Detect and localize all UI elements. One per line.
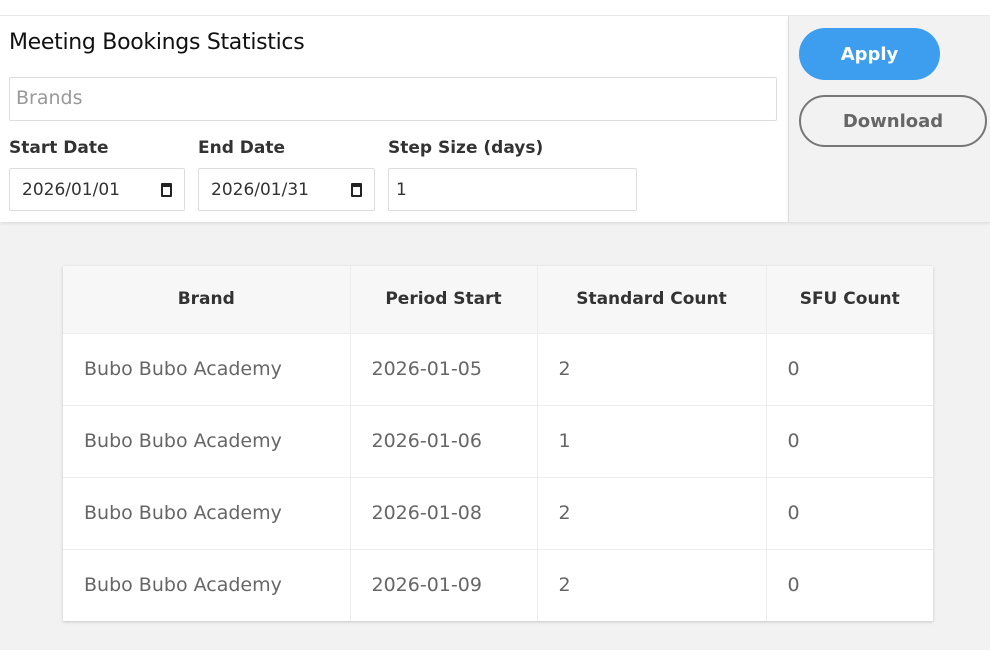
step-size-input[interactable]: 1	[388, 168, 637, 211]
brands-input[interactable]: Brands	[9, 77, 777, 121]
step-size-value: 1	[396, 179, 407, 200]
header-sfu-count: SFU Count	[766, 266, 933, 333]
cell-sfu-count: 0	[766, 404, 933, 477]
table-row: Bubo Bubo Academy 2026-01-08 2 0	[63, 476, 933, 549]
calendar-icon[interactable]	[161, 182, 172, 197]
step-size-label: Step Size (days)	[388, 138, 544, 158]
table-row: Bubo Bubo Academy 2026-01-06 1 0	[63, 404, 933, 477]
cell-standard-count: 2	[537, 476, 767, 549]
cell-brand: Bubo Bubo Academy	[63, 548, 351, 621]
cell-period-start: 2026-01-08	[350, 476, 538, 549]
table-row: Bubo Bubo Academy 2026-01-09 2 0	[63, 548, 933, 621]
cell-brand: Bubo Bubo Academy	[63, 476, 351, 549]
header-period-start: Period Start	[350, 266, 538, 333]
cell-brand: Bubo Bubo Academy	[63, 404, 351, 477]
end-date-value: 2026/01/31	[211, 179, 309, 200]
stats-table: Brand Period Start Standard Count SFU Co…	[63, 266, 933, 621]
end-date-label: End Date	[198, 138, 286, 158]
top-bar	[0, 0, 990, 16]
cell-period-start: 2026-01-05	[350, 332, 538, 405]
cell-period-start: 2026-01-09	[350, 548, 538, 621]
cell-standard-count: 2	[537, 332, 767, 405]
download-button[interactable]: Download	[799, 95, 987, 147]
page-title: Meeting Bookings Statistics	[9, 30, 305, 55]
cell-standard-count: 2	[537, 548, 767, 621]
start-date-value: 2026/01/01	[22, 179, 120, 200]
cell-brand: Bubo Bubo Academy	[63, 332, 351, 405]
cell-sfu-count: 0	[766, 548, 933, 621]
cell-standard-count: 1	[537, 404, 767, 477]
cell-sfu-count: 0	[766, 476, 933, 549]
header-brand: Brand	[63, 266, 351, 333]
header-standard-count: Standard Count	[537, 266, 767, 333]
apply-button[interactable]: Apply	[799, 28, 940, 80]
end-date-input[interactable]: 2026/01/31	[198, 168, 375, 211]
start-date-label: Start Date	[9, 138, 109, 158]
table-row: Bubo Bubo Academy 2026-01-05 2 0	[63, 332, 933, 405]
calendar-icon[interactable]	[351, 182, 362, 197]
cell-period-start: 2026-01-06	[350, 404, 538, 477]
cell-sfu-count: 0	[766, 332, 933, 405]
start-date-input[interactable]: 2026/01/01	[9, 168, 185, 211]
